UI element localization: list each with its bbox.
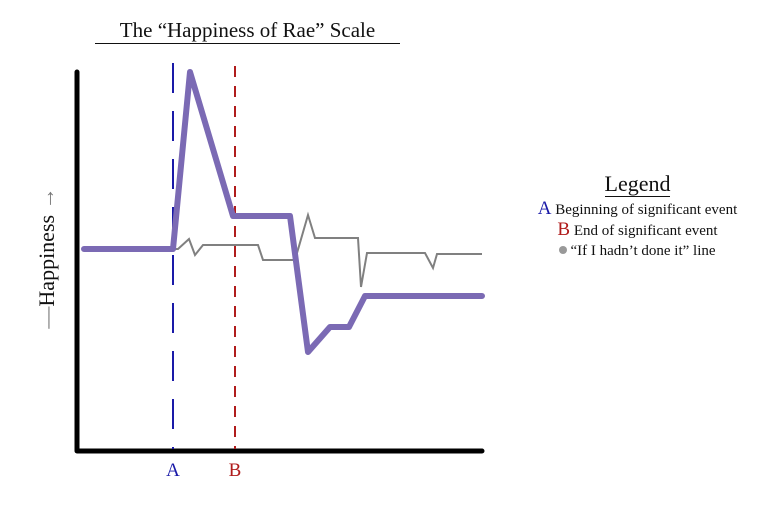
- legend-text-b: End of significant event: [573, 223, 718, 239]
- legend-text-a: Beginning of significant event: [555, 202, 738, 218]
- legend-title: Legend: [604, 171, 671, 197]
- legend-item-b: B End of significant event: [500, 220, 775, 241]
- counterfactual-line: [84, 211, 482, 288]
- y-axis-label: —Happiness →: [34, 187, 60, 328]
- legend-text-counterfactual: “If I hadn’t done it” line: [570, 243, 716, 259]
- chart-title: The “Happiness of Rae” Scale: [95, 18, 400, 44]
- up-arrow-icon: →: [34, 187, 59, 210]
- actual-happiness-line: [81, 69, 485, 355]
- legend-key-a: A: [537, 198, 552, 219]
- x-tick-a: A: [166, 460, 180, 481]
- x-tick-b: B: [228, 460, 242, 481]
- legend-item-a: A Beginning of significant event: [500, 199, 775, 220]
- legend-item-counterfactual: “If I hadn’t done it” line: [500, 241, 775, 261]
- axes: [74, 69, 485, 454]
- y-axis-prefix-dash: —: [34, 306, 59, 329]
- legend: Legend A Beginning of significant event …: [500, 172, 775, 261]
- gray-dot-icon: [559, 246, 568, 254]
- legend-key-b: B: [557, 219, 571, 240]
- y-axis-label-text: Happiness: [34, 214, 59, 307]
